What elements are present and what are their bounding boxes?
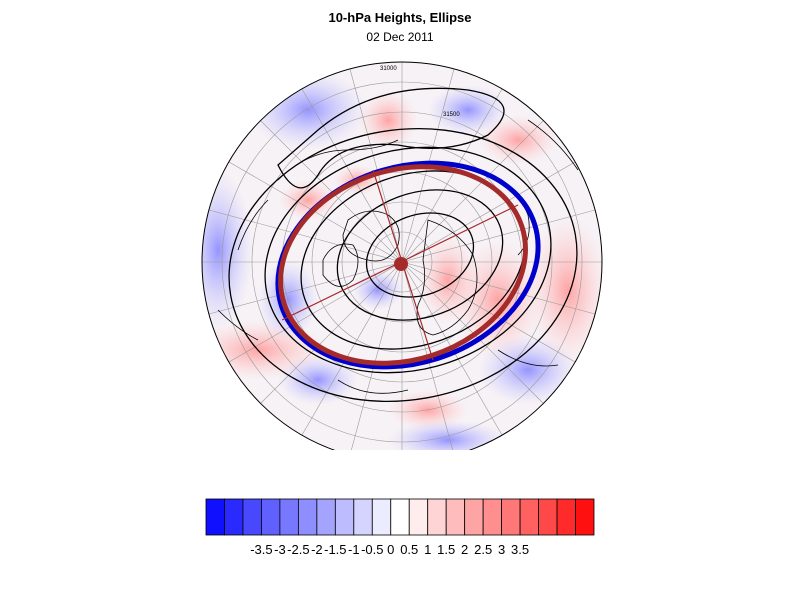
colorbar-swatch — [408, 498, 429, 536]
colorbar-tick-label: 1.5 — [437, 542, 456, 557]
colorbar-swatch — [242, 498, 262, 536]
colorbar-swatch — [482, 498, 503, 536]
ellipse-center-marker — [394, 257, 408, 271]
colorbar-swatch — [427, 498, 447, 536]
colorbar-swatch — [261, 498, 281, 536]
contour-label-31500: 31500 — [443, 112, 460, 118]
colorbar-swatch — [297, 498, 318, 536]
polar-map: 31000 31500 — [201, 61, 603, 450]
map-date-subtitle: 02 Dec 2011 — [366, 30, 434, 44]
colorbar — [205, 498, 595, 536]
colorbar-swatch — [519, 498, 539, 536]
colorbar-swatch — [390, 498, 410, 536]
colorbar-tick-label: -0.5 — [361, 542, 384, 557]
colorbar-swatch — [353, 498, 373, 536]
colorbar-swatch — [445, 498, 466, 536]
colorbar-swatch — [334, 498, 355, 536]
colorbar-swatch — [205, 498, 225, 536]
colorbar-tick-label: -3 — [274, 542, 286, 557]
colorbar-swatch — [538, 498, 558, 536]
colorbar-tick-label: 0.5 — [400, 542, 419, 557]
colorbar-tick-label: 1 — [424, 542, 432, 557]
red-ellipse — [278, 164, 528, 366]
colorbar-tick-label: 2.5 — [474, 542, 493, 557]
colorbar-tick-label: -1 — [348, 542, 360, 557]
colorbar-swatch — [501, 498, 521, 536]
colorbar-tick-label: -2.5 — [287, 542, 310, 557]
colorbar-swatch — [316, 498, 336, 536]
colorbar-tick-label: 2 — [461, 542, 469, 557]
colorbar-swatch — [575, 498, 595, 536]
colorbar-swatch — [556, 498, 576, 536]
height-contours — [228, 87, 578, 403]
anomaly-field — [202, 62, 602, 450]
colorbar-tick-label: -2 — [311, 542, 323, 557]
map-title: 10-hPa Heights, Ellipse — [328, 10, 472, 25]
colorbar-swatch — [371, 498, 392, 536]
colorbar-swatch — [464, 498, 484, 536]
colorbar-tick-label: -3.5 — [250, 542, 273, 557]
colorbar-swatch — [224, 498, 244, 536]
colorbar-tick-label: 0 — [387, 542, 395, 557]
colorbar-swatch — [279, 498, 299, 536]
colorbar-tick-label: -1.5 — [324, 542, 347, 557]
colorbar-tick-label: 3.5 — [511, 542, 530, 557]
contour-label-31000: 31000 — [380, 66, 397, 72]
globe-outline — [201, 61, 603, 450]
colorbar-tick-label: 3 — [497, 542, 506, 557]
